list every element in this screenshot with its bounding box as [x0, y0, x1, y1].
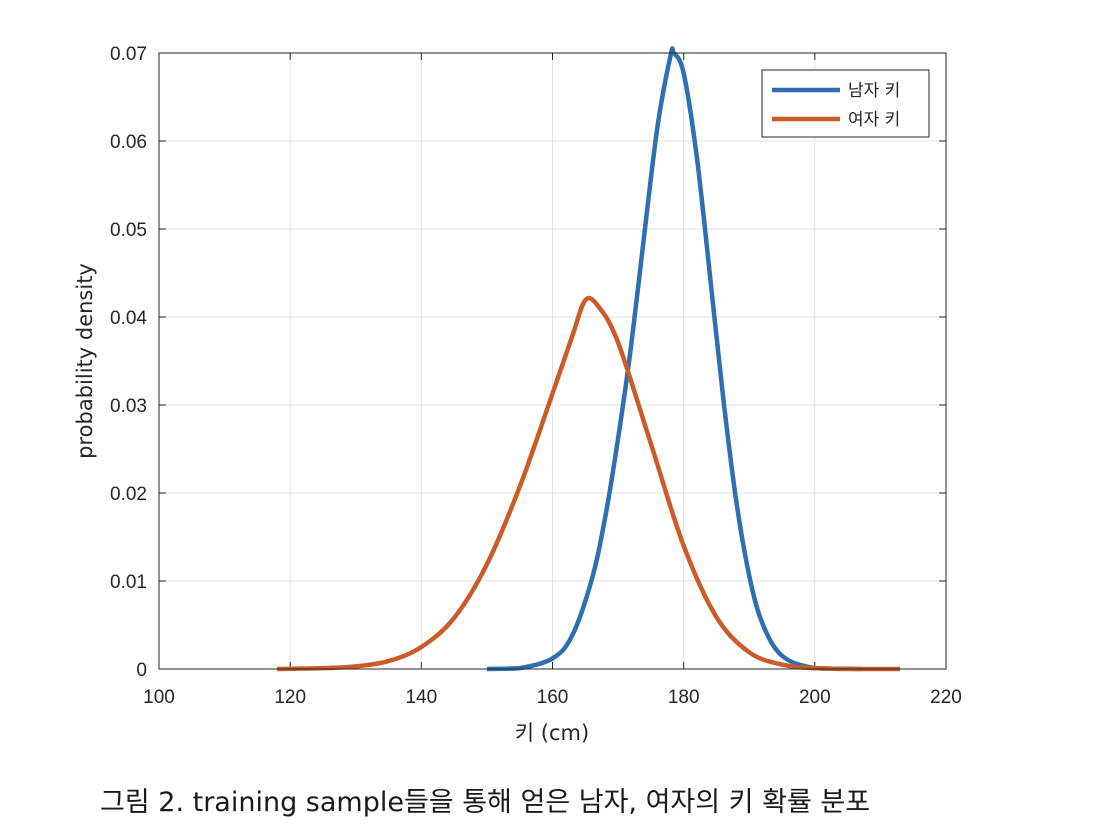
x-tick-label: 100	[143, 687, 175, 708]
y-tick-label: 0.07	[110, 44, 147, 65]
x-axis-label: 키 (cm)	[515, 721, 589, 745]
legend: 남자 키 여자 키	[761, 69, 930, 138]
legend-box	[761, 69, 930, 138]
plot-area-frame	[158, 52, 947, 670]
x-tick-label: 180	[668, 687, 700, 708]
y-tick-label: 0.05	[110, 220, 147, 241]
x-tick-label: 220	[930, 687, 962, 708]
series-line-men	[486, 46, 861, 672]
x-tick-label: 140	[405, 687, 437, 708]
y-axis-label: probability density	[73, 263, 97, 459]
x-tick-label: 160	[537, 687, 569, 708]
figure-caption: 그림 2. training sample들을 통해 얻은 남자, 여자의 키 …	[100, 787, 871, 818]
series-line-women	[277, 295, 901, 672]
y-tick-label: 0.03	[110, 396, 147, 417]
y-tick-label: 0	[136, 660, 147, 681]
legend-label-men: 남자 키	[848, 81, 900, 101]
x-tick-label: 200	[799, 687, 831, 708]
legend-label-women: 여자 키	[848, 110, 900, 130]
y-tick-label: 0.06	[110, 132, 147, 153]
x-axis-tick-labels: 100 120 140 160 180 200 220	[143, 687, 962, 708]
density-chart: 100 120 140 160 180 200 220 00.010.020.030.040…	[73, 44, 962, 745]
y-tick-label: 0.02	[110, 484, 147, 505]
y-tick-label: 0.04	[110, 308, 147, 329]
y-tick-label: 0.01	[110, 572, 147, 593]
series-lines	[277, 46, 901, 672]
y-axis-tick-labels: 0 0.01 0.02 0.03 0.04 0.05 0.06 0.07	[110, 44, 147, 681]
x-tick-label: 120	[274, 687, 306, 708]
